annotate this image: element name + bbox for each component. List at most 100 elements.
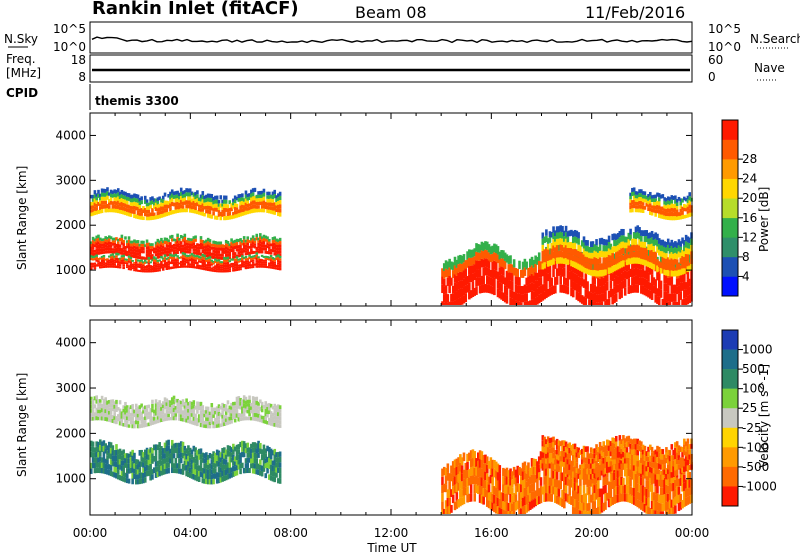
- heatmap-cell: [230, 245, 233, 249]
- heatmap-cell: [278, 409, 282, 413]
- heatmap-cell: [122, 471, 125, 477]
- heatmap-cell: [181, 244, 185, 248]
- heatmap-cell: [185, 414, 188, 419]
- heatmap-cell: [672, 212, 675, 217]
- heatmap-cell: [253, 442, 257, 448]
- heatmap-cell: [145, 464, 149, 471]
- heatmap-cell: [485, 284, 489, 293]
- heatmap-cell: [262, 450, 266, 456]
- heatmap-cell: [179, 417, 183, 422]
- heatmap-cell: [214, 258, 217, 261]
- heatmap-cell: [555, 276, 559, 285]
- heatmap-cell: [604, 257, 607, 264]
- heatmap-cell: [109, 189, 113, 194]
- heatmap-cell: [205, 457, 208, 463]
- heatmap-cell: [188, 462, 192, 468]
- heatmap-cell: [212, 424, 215, 429]
- heatmap-cell: [640, 258, 643, 265]
- heatmap-cell: [124, 453, 127, 459]
- heatmap-cell: [122, 254, 125, 258]
- heatmap-cell: [212, 473, 215, 479]
- heatmap-cell: [462, 262, 466, 271]
- heatmap-cell: [275, 208, 278, 213]
- heatmap-cell: [271, 246, 275, 250]
- heatmap-cell: [196, 257, 199, 260]
- heatmap-cell: [214, 207, 217, 212]
- heatmap-cell: [172, 202, 176, 207]
- heatmap-cell: [104, 208, 107, 213]
- heatmap-cell: [156, 263, 160, 266]
- heatmap-cell: [250, 406, 253, 410]
- heatmap-cell: [496, 506, 500, 514]
- heatmap-cell: [115, 420, 118, 425]
- heatmap-cell: [609, 489, 613, 499]
- heatmap-cell: [588, 494, 591, 503]
- heatmap-cell: [118, 209, 122, 214]
- heatmap-cell: [473, 476, 477, 485]
- heatmap-cell: [255, 252, 259, 255]
- heatmap-cell: [120, 189, 124, 194]
- heatmap-cell: [165, 267, 169, 270]
- heatmap-cell: [661, 214, 665, 219]
- heatmap-cell: [530, 290, 534, 300]
- heatmap-cell: [566, 494, 570, 503]
- heatmap-cell: [242, 265, 246, 268]
- heatmap-cell: [649, 507, 652, 514]
- heatmap-cell: [273, 263, 277, 266]
- heatmap-cell: [600, 293, 604, 302]
- heatmap-cell: [250, 248, 253, 252]
- heatmap-cell: [649, 282, 652, 291]
- heatmap-cell: [640, 247, 643, 253]
- heatmap-cell: [273, 210, 277, 215]
- heatmap-cell: [122, 191, 125, 196]
- heatmap-cell: [104, 247, 107, 251]
- heatmap-cell: [683, 499, 686, 508]
- heatmap-cell: [636, 257, 640, 264]
- heatmap-cell: [115, 257, 118, 261]
- heatmap-cell: [679, 205, 683, 209]
- heatmap-cell: [663, 197, 666, 201]
- heatmap-cell: [636, 260, 640, 269]
- heatmap-cell: [530, 466, 534, 475]
- heatmap-cell: [203, 251, 206, 255]
- heatmap-cell: [686, 270, 690, 280]
- heatmap-cell: [194, 235, 197, 239]
- heatmap-cell: [441, 301, 444, 305]
- heatmap-cell: [167, 260, 170, 264]
- heatmap-cell: [641, 494, 645, 503]
- heatmap-cell: [154, 264, 158, 268]
- heatmap-cell: [205, 266, 208, 269]
- heatmap-cell: [104, 397, 107, 402]
- heatmap-cell: [187, 445, 190, 451]
- heatmap-cell: [217, 472, 221, 478]
- heatmap-cell: [459, 263, 462, 272]
- heatmap-cell: [640, 230, 643, 236]
- heatmap-cell: [598, 278, 602, 287]
- heatmap-cell: [133, 452, 136, 459]
- heatmap-cell: [185, 418, 188, 423]
- heatmap-cell: [160, 455, 163, 461]
- heatmap-cell: [111, 471, 115, 477]
- heatmap-cell: [232, 265, 235, 268]
- heatmap-cell: [129, 451, 133, 458]
- heatmap-cell: [223, 203, 226, 208]
- heatmap-cell: [102, 248, 106, 252]
- heatmap-cell: [129, 420, 133, 425]
- heatmap-cell: [536, 469, 539, 479]
- heatmap-cell: [482, 454, 485, 464]
- heatmap-cell: [219, 264, 223, 267]
- heatmap-cell: [133, 424, 136, 429]
- heatmap-cell: [623, 278, 627, 288]
- heatmap-cell: [169, 416, 172, 421]
- heatmap-cell: [145, 415, 149, 420]
- heatmap-cell: [188, 408, 192, 413]
- heatmap-cell: [205, 257, 208, 260]
- heatmap-cell: [557, 496, 561, 505]
- heatmap-cell: [192, 239, 196, 243]
- heatmap-cell: [275, 412, 278, 417]
- heatmap-cell: [232, 240, 235, 244]
- heatmap-cell: [156, 255, 160, 259]
- heatmap-cell: [179, 404, 183, 408]
- heatmap-cell: [165, 240, 169, 245]
- heatmap-cell: [170, 238, 174, 242]
